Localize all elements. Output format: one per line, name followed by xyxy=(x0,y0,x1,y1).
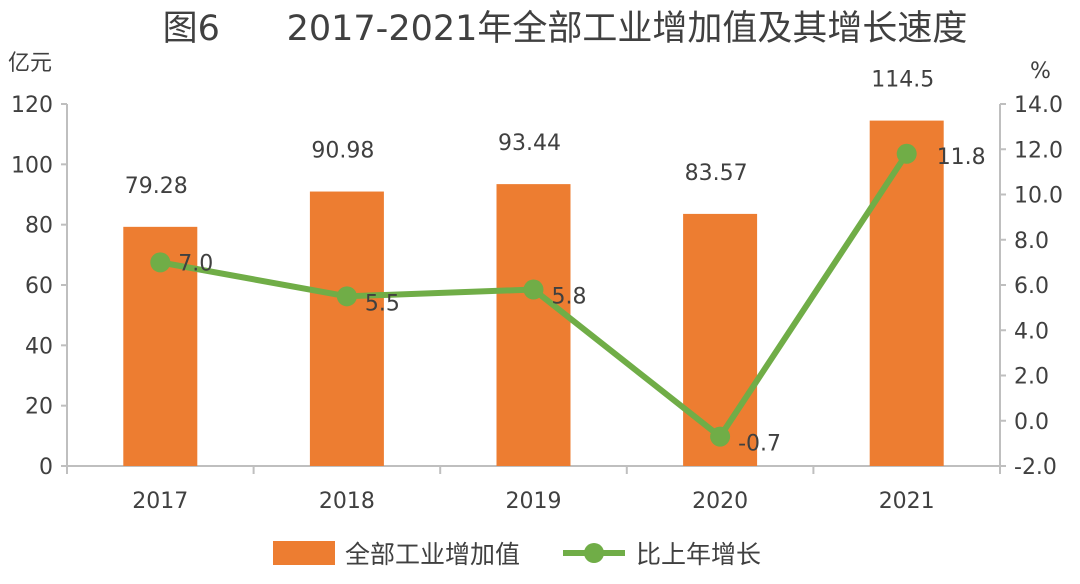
left-tick-label: 100 xyxy=(11,153,53,178)
bar-data-label: 79.28 xyxy=(125,174,188,199)
bar xyxy=(683,213,758,466)
line-data-label: -0.7 xyxy=(738,432,781,457)
x-tick-label: 2018 xyxy=(319,489,375,514)
bar xyxy=(496,184,571,466)
right-tick-label: 2.0 xyxy=(1014,365,1049,390)
left-tick-label: 80 xyxy=(25,214,53,239)
line-marker xyxy=(896,143,917,164)
line-marker xyxy=(150,252,171,273)
line-data-label: 7.0 xyxy=(178,251,213,276)
chart-title: 图6 2017-2021年全部工业增加值及其增长速度 xyxy=(163,9,968,49)
x-tick-label: 2021 xyxy=(879,489,935,514)
right-tick-label: 12.0 xyxy=(1014,138,1063,163)
legend-swatch-bar xyxy=(273,541,335,565)
bar-data-label: 114.5 xyxy=(871,68,934,93)
line-marker xyxy=(336,286,357,307)
right-tick-label: 6.0 xyxy=(1014,274,1049,299)
bar-data-label: 83.57 xyxy=(685,161,748,186)
right-tick-label: 0.0 xyxy=(1014,410,1049,435)
legend-label-bar: 全部工业增加值 xyxy=(345,540,520,569)
right-tick-label: 10.0 xyxy=(1014,184,1063,209)
bar-data-label: 93.44 xyxy=(498,131,561,156)
legend: 全部工业增加值 比上年增长 xyxy=(273,540,761,569)
line-data-label: 5.8 xyxy=(552,285,587,310)
line-data-label: 5.5 xyxy=(365,291,400,316)
left-tick-label: 20 xyxy=(25,395,53,420)
x-tick-label: 2019 xyxy=(506,489,562,514)
right-tick-label: 4.0 xyxy=(1014,319,1049,344)
right-axis-unit: % xyxy=(1030,59,1051,84)
x-tick-label: 2017 xyxy=(132,489,188,514)
right-tick-label: -2.0 xyxy=(1014,455,1057,480)
line-marker xyxy=(523,279,544,300)
left-axis-unit: 亿元 xyxy=(8,51,52,76)
x-tick-label: 2020 xyxy=(692,489,748,514)
left-tick-label: 60 xyxy=(25,274,53,299)
right-tick-label: 14.0 xyxy=(1014,93,1063,118)
legend-swatch-marker xyxy=(584,543,604,563)
legend-label-line: 比上年增长 xyxy=(636,540,761,569)
bar-data-label: 90.98 xyxy=(311,139,374,164)
line-data-label: 11.8 xyxy=(937,145,986,170)
left-tick-label: 0 xyxy=(39,455,53,480)
bar xyxy=(869,120,944,466)
line-marker xyxy=(710,426,731,447)
left-tick-label: 120 xyxy=(11,93,53,118)
left-tick-label: 40 xyxy=(25,334,53,359)
right-tick-label: 8.0 xyxy=(1014,229,1049,254)
bar xyxy=(309,191,384,466)
